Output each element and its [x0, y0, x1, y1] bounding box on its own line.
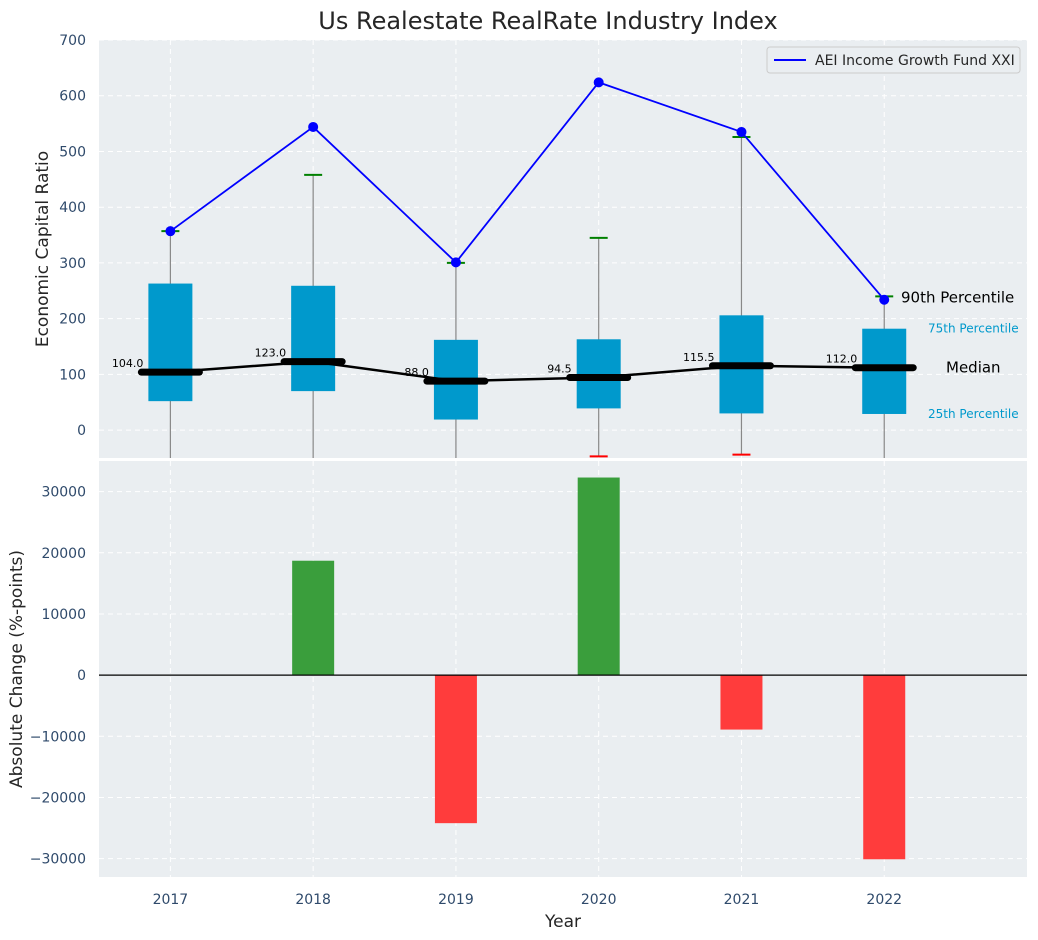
median-value-label: 112.0: [826, 353, 858, 366]
y-tick-label: 700: [59, 33, 86, 49]
change-bar-2021: [720, 675, 763, 730]
iqr-box: [862, 328, 907, 414]
iqr-box: [148, 283, 193, 402]
change-bar-2022: [863, 675, 906, 860]
y-tick-label: 100: [59, 367, 86, 383]
top-y-axis-ticks: 0 100 200 300 400 500 600 700: [59, 33, 86, 439]
chart-title: Us Realestate RealRate Industry Index: [318, 7, 777, 35]
y-tick-label: −10000: [30, 729, 86, 745]
series-point: [593, 77, 604, 88]
median-value-label: 94.5: [547, 362, 572, 375]
percentile-annotations: 90th Percentile 75th Percentile Median 2…: [901, 288, 1019, 421]
box-group-2017: 104.0: [112, 230, 203, 458]
series-point: [736, 126, 747, 137]
change-bar-2018: [292, 560, 335, 676]
series-point: [308, 121, 319, 132]
x-tick-label: 2022: [866, 892, 902, 908]
y-tick-label: 200: [59, 312, 86, 328]
median-value-label: 115.5: [683, 351, 715, 364]
y-tick-label: 0: [77, 668, 86, 684]
x-tick-label: 2020: [581, 892, 617, 908]
x-tick-label: 2018: [295, 892, 331, 908]
legend: AEI Income Growth Fund XXI: [766, 46, 1021, 74]
annotation-25th-percentile: 25th Percentile: [928, 407, 1019, 421]
median-trend: [170, 360, 885, 383]
iqr-box: [291, 285, 336, 392]
annotation-90th-percentile: 90th Percentile: [901, 288, 1014, 306]
y-tick-label: −20000: [30, 790, 86, 806]
y-tick-label: −30000: [30, 852, 86, 868]
annotation-75th-percentile: 75th Percentile: [928, 322, 1019, 336]
y-tick-label: 10000: [41, 607, 86, 623]
box-group-2021: 115.5: [683, 135, 774, 456]
change-bar-2020: [577, 477, 620, 676]
fund-series: [165, 77, 890, 305]
median-value-label: 123.0: [255, 347, 287, 360]
y-tick-label: 0: [77, 423, 86, 439]
y-tick-label: 20000: [41, 546, 86, 562]
y-tick-label: 30000: [41, 485, 86, 501]
median-value-label: 104.0: [112, 357, 144, 370]
series-point: [879, 294, 890, 305]
bottom-y-axis-label: Absolute Change (%-points): [7, 550, 27, 788]
y-tick-label: 500: [59, 144, 86, 160]
y-tick-label: 400: [59, 200, 86, 216]
iqr-box: [576, 339, 621, 409]
x-tick-label: 2019: [438, 892, 474, 908]
change-bars: [292, 477, 906, 860]
y-tick-label: 300: [59, 256, 86, 272]
series-point: [450, 257, 461, 268]
box-group-2018: 123.0: [255, 173, 346, 458]
legend-box: [766, 46, 1021, 74]
bottom-y-axis-ticks: −30000 −20000 −10000 0 10000 20000 30000: [30, 485, 86, 868]
y-axis-label: Economic Capital Ratio: [33, 151, 53, 347]
change-bar-2019: [434, 675, 477, 824]
series-point: [165, 226, 176, 237]
x-axis-label: Year: [544, 912, 581, 932]
median-line: [170, 360, 885, 383]
annotation-median: Median: [946, 359, 1001, 377]
series-line: [169, 81, 885, 301]
x-tick-label: 2021: [724, 892, 760, 908]
y-tick-label: 600: [59, 89, 86, 105]
x-tick-label: 2017: [153, 892, 189, 908]
x-axis-ticks: 2017 2018 2019 2020 2021 2022: [153, 892, 902, 908]
legend-entry-label: AEI Income Growth Fund XXI: [815, 53, 1015, 69]
